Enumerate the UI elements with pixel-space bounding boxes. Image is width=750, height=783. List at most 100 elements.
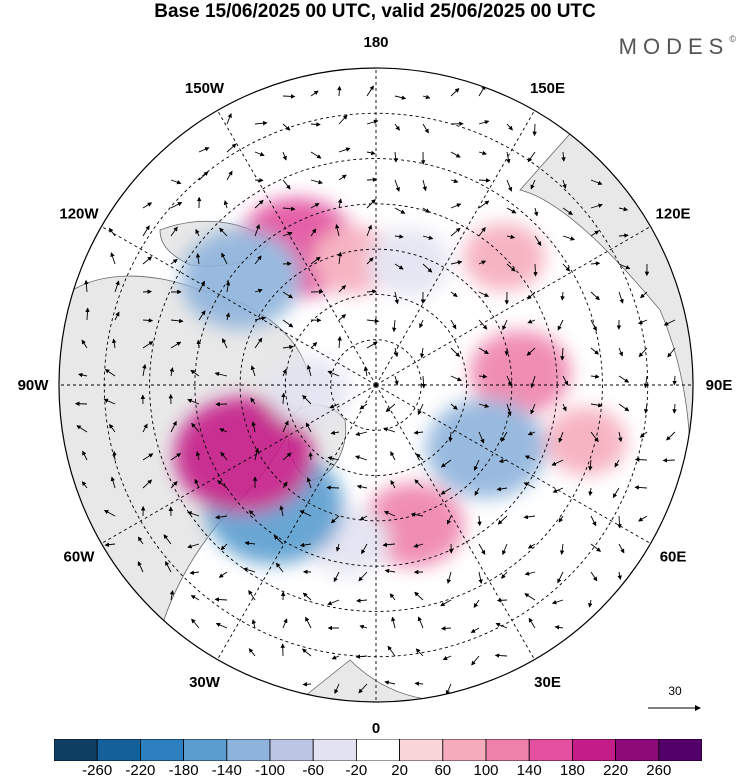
colorbar: [54, 739, 702, 761]
wind-arrow-176: [366, 199, 376, 209]
wind-arrow-202: [391, 319, 397, 333]
wind-arrow-383: [662, 458, 676, 463]
wind-arrow-104: [248, 590, 256, 601]
wind-arrow-97: [250, 397, 256, 405]
wind-arrow-312: [527, 431, 536, 436]
wind-arrow-143: [299, 510, 312, 517]
wind-arrow-250: [448, 431, 453, 443]
colorbar-labels: -260 -220 -180 -140 -100 -60 -20 20 60 100 140 180 2…: [0, 762, 750, 782]
wind-arrow-293: [498, 458, 508, 464]
wind-arrow-278: [473, 599, 480, 608]
wind-arrow-130: [310, 151, 322, 159]
wind-arrow-139: [302, 394, 312, 405]
wind-arrow-198: [394, 207, 406, 214]
wind-arrow-333: [558, 515, 564, 523]
wind-arrow-276: [478, 543, 486, 555]
wind-arrow-343: [590, 319, 597, 332]
wind-arrow-258: [442, 655, 452, 660]
wind-arrow-109: [282, 151, 287, 161]
wind-arrow-221: [422, 235, 434, 240]
meridian-30: [375, 384, 535, 660]
wind-arrow-132: [310, 203, 320, 209]
wind-arrow-209: [383, 510, 396, 517]
wind-arrow-182: [363, 366, 369, 377]
wind-arrow-224: [419, 319, 424, 329]
wind-arrow-156: [337, 251, 343, 265]
wind-arrow-172: [366, 85, 374, 97]
colorbar-segment-6: [312, 739, 357, 761]
wind-arrow-285: [506, 234, 516, 239]
longitude-label-90W: 90W: [18, 377, 50, 394]
wind-arrow-168: [327, 599, 340, 606]
wind-arrow-205: [385, 403, 396, 413]
wind-arrow-123: [273, 535, 284, 545]
wind-arrow-342: [590, 291, 600, 301]
wind-arrow-328: [562, 375, 569, 386]
wind-arrow-76: [222, 338, 228, 349]
wind-arrow-279: [470, 627, 480, 633]
colorbar-segment-8: [399, 739, 444, 761]
latitude-circle-40: [149, 158, 603, 612]
wind-arrow-359: [618, 347, 623, 357]
wind-arrow-357: [618, 291, 624, 304]
colorbar-segment-9: [442, 739, 487, 761]
wind-arrow-207: [390, 451, 396, 461]
colorbar-tick-label: 60: [434, 762, 452, 779]
colorbar-tick-label: -140: [211, 762, 242, 779]
wind-arrow-277: [478, 571, 483, 584]
wind-arrow-95: [254, 337, 263, 349]
wind-arrow-47: [163, 534, 172, 545]
wind-arrow-140: [305, 422, 312, 433]
wind-arrow-183: [359, 403, 368, 410]
wind-arrow-262: [478, 150, 487, 156]
wind-arrow-170: [331, 655, 340, 660]
wind-arrow-376: [634, 485, 648, 490]
wind-arrow-72: [219, 227, 228, 237]
wind-arrow-93: [254, 288, 263, 294]
wind-arrow-59: [187, 398, 200, 405]
wind-arrow-163: [327, 456, 340, 461]
anomaly-3: [368, 228, 450, 297]
wind-arrow-234: [414, 591, 424, 601]
wind-arrow-212: [389, 593, 396, 601]
wind-arrow-185: [355, 455, 368, 461]
longitude-label-150W: 150W: [185, 80, 225, 97]
wind-arrow-347: [590, 431, 599, 443]
meridian-120: [375, 226, 651, 386]
wind-arrow-157: [338, 284, 347, 293]
wind-arrow-16: [112, 450, 117, 461]
wind-arrow-98: [251, 421, 256, 433]
wind-arrow-9: [110, 252, 116, 265]
wind-arrow-121: [282, 481, 288, 489]
wind-arrow-18: [103, 509, 116, 517]
wind-arrow-320: [561, 151, 566, 162]
wind-arrow-90: [254, 199, 264, 209]
wind-arrow-371: [638, 347, 648, 358]
wind-arrow-103: [242, 567, 256, 573]
wind-arrow-236: [415, 648, 424, 657]
wind-arrow-81: [217, 480, 228, 489]
wind-arrow-253: [446, 515, 452, 525]
wind-arrow-344: [590, 347, 600, 355]
wind-arrow-364: [612, 487, 620, 499]
wind-arrow-96: [250, 365, 256, 377]
wind-arrow-55: [198, 280, 205, 293]
wind-arrow-275: [477, 515, 482, 527]
meridian--150: [217, 110, 377, 386]
wind-arrow-240: [450, 151, 461, 158]
wind-arrow-80: [220, 451, 228, 461]
wind-arrow-71: [223, 200, 229, 209]
latitude-circle-80: [330, 339, 422, 431]
wind-arrow-208: [390, 479, 396, 489]
wind-arrow-313: [524, 455, 536, 461]
wind-arrow-300: [494, 653, 508, 658]
wind-arrow-87: [254, 120, 268, 126]
wind-arrow-242: [450, 203, 462, 209]
wind-arrow-219: [422, 179, 427, 192]
wind-arrow-199: [394, 234, 404, 239]
wind-arrow-179: [366, 289, 377, 294]
wind-arrow-91: [254, 224, 260, 237]
meridian--120: [101, 226, 377, 386]
wind-arrow-189: [358, 571, 368, 582]
wind-arrow-330: [558, 431, 564, 443]
